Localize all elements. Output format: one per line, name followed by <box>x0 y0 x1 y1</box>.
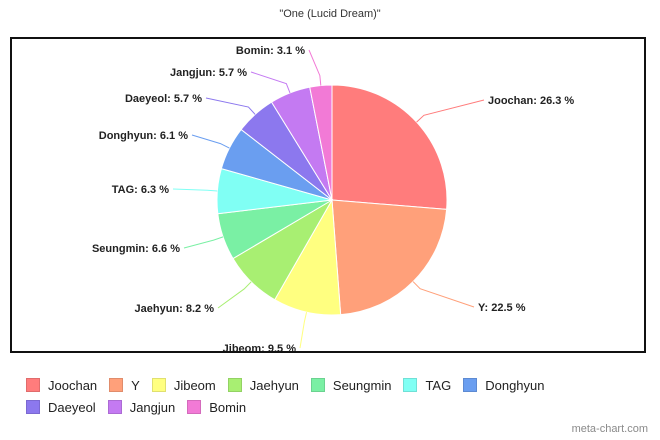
legend-item-jangjun[interactable]: Jangjun <box>107 399 176 415</box>
legend-swatch <box>151 378 166 392</box>
leader-line-y <box>412 281 475 308</box>
slice-label-jibeom: Jibeom: 9.5 % <box>223 343 297 351</box>
legend-label: TAG <box>425 377 452 393</box>
leader-line-daeyeol <box>205 97 256 115</box>
legend-label: Daeyeol <box>48 399 96 415</box>
slice-label-tag: TAG: 6.3 % <box>112 184 169 196</box>
pie-chart: Joochan: 26.3 % Y: 22.5 % Jibeom: 9.5 % Jae… <box>92 45 574 351</box>
legend-item-jibeom[interactable]: Jibeom <box>151 377 216 393</box>
legend-item-joochan[interactable]: Joochan <box>26 378 97 393</box>
legend-row-1: Joochan Y Jibeom Jaehyun Seungmin TAG Do… <box>26 374 646 396</box>
legend-row-2: Daeyeol Jangjun Bomin <box>26 396 646 418</box>
legend-item-daeyeol[interactable]: Daeyeol <box>26 400 96 415</box>
leader-line-donghyun <box>191 134 230 149</box>
watermark: meta-chart.com <box>571 423 648 435</box>
leader-line-jaehyun <box>217 281 252 309</box>
legend-item-jaehyun[interactable]: Jaehyun <box>227 377 299 393</box>
chart-frame: Joochan: 26.3 % Y: 22.5 % Jibeom: 9.5 % Jae… <box>10 37 646 353</box>
legend-label: Bomin <box>209 399 247 415</box>
legend-item-seungmin[interactable]: Seungmin <box>310 377 392 393</box>
pie-slice-y[interactable] <box>331 199 448 316</box>
legend: Joochan Y Jibeom Jaehyun Seungmin TAG Do… <box>26 374 646 418</box>
legend-item-donghyun[interactable]: Donghyun <box>463 377 545 393</box>
legend-label: Donghyun <box>485 377 545 393</box>
pie-slice-bomin[interactable] <box>309 84 333 201</box>
legend-item-y[interactable]: Y <box>109 378 140 393</box>
legend-swatch <box>109 378 124 392</box>
legend-swatch <box>26 400 40 414</box>
legend-swatch <box>310 378 325 392</box>
leader-line-jangjun <box>250 71 291 94</box>
leader-line-seungmin <box>183 236 224 249</box>
legend-swatch <box>187 400 202 414</box>
slice-label-joochan: Joochan: 26.3 % <box>488 95 574 107</box>
legend-item-tag[interactable]: TAG <box>403 378 451 393</box>
legend-label: Jaehyun <box>249 377 299 393</box>
slice-label-seungmin: Seungmin: 6.6 % <box>92 243 180 255</box>
legend-swatch <box>26 378 40 392</box>
legend-swatch <box>227 378 242 392</box>
legend-item-bomin[interactable]: Bomin <box>187 400 246 415</box>
legend-label: Jangjun <box>129 399 176 415</box>
slice-label-daeyeol: Daeyeol: 5.7 % <box>125 93 202 105</box>
leader-line-bomin <box>308 49 322 86</box>
chart-title: "One (Lucid Dream)" <box>279 8 381 20</box>
leader-line-jibeom <box>299 312 308 349</box>
slice-label-jangjun: Jangjun: 5.7 % <box>170 67 247 79</box>
slice-label-donghyun: Donghyun: 6.1 % <box>99 130 188 142</box>
pie-slice-joochan[interactable] <box>331 84 448 210</box>
legend-swatch <box>403 378 418 392</box>
leader-line-tag <box>172 188 218 192</box>
leader-line-joochan <box>416 99 485 123</box>
legend-label: Seungmin <box>332 377 392 393</box>
slice-label-y: Y: 22.5 % <box>478 302 526 314</box>
legend-swatch <box>463 378 478 392</box>
legend-label: Jibeom <box>173 377 216 393</box>
slice-label-bomin: Bomin: 3.1 % <box>236 45 305 57</box>
slice-label-jaehyun: Jaehyun: 8.2 % <box>135 303 215 315</box>
legend-swatch <box>107 400 122 414</box>
legend-label: Joochan <box>48 377 98 393</box>
legend-label: Y <box>131 377 140 393</box>
